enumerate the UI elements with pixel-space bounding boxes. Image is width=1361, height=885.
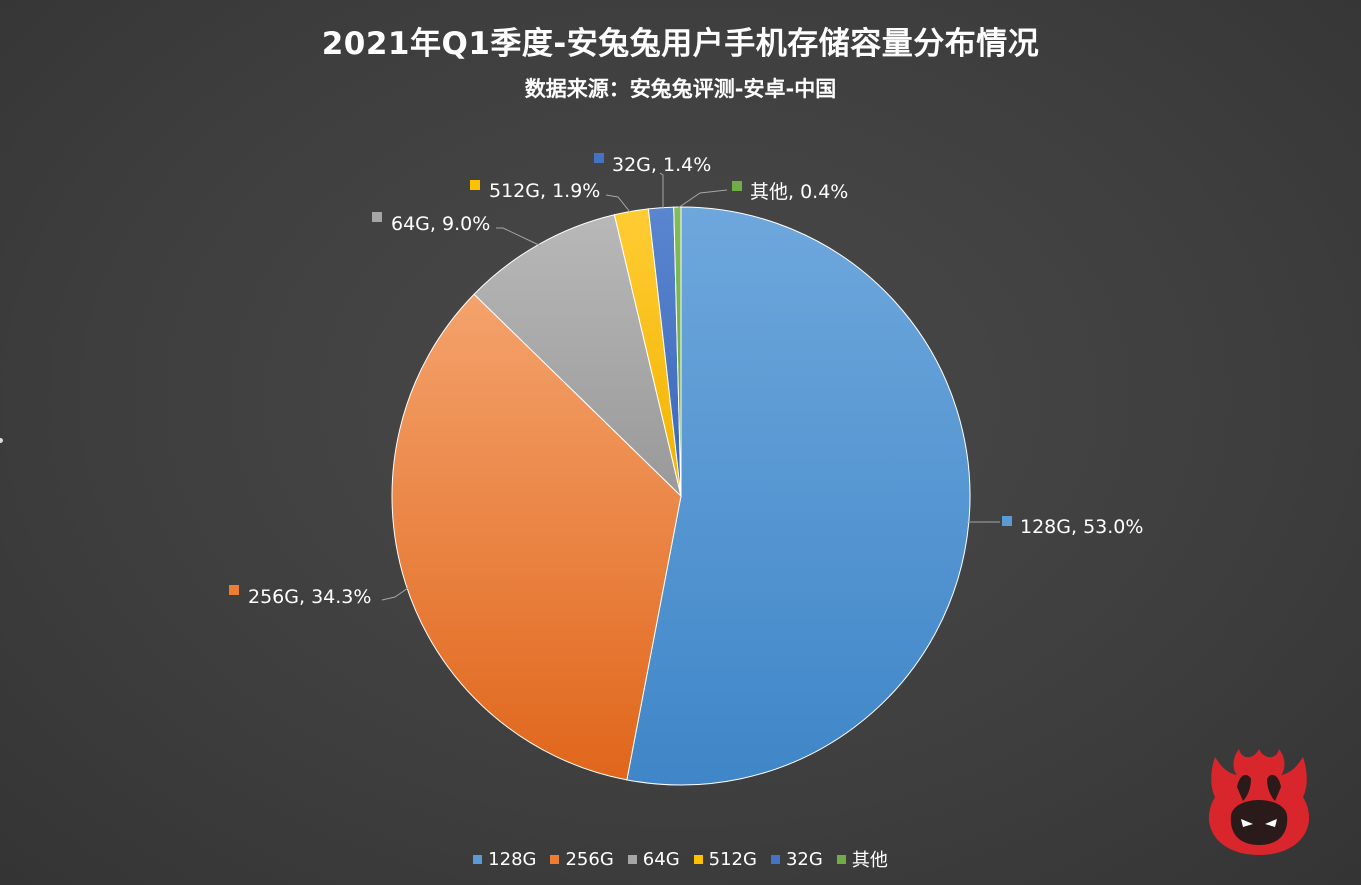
legend-swatch-64g — [627, 854, 637, 864]
legend-item-256g: 256G — [550, 848, 614, 870]
pie-slice-other — [673, 206, 682, 497]
data-label-swatch-32g — [594, 153, 604, 163]
leader-line-other — [677, 189, 728, 209]
legend-label-32g: 32G — [785, 848, 823, 870]
chart-subtitle: 数据来源：安兔兔评测-安卓-中国 — [524, 77, 837, 101]
chart-legend: 128G 256G 64G 512G 32G 其他 — [0, 846, 1361, 872]
data-label-128g: 128G, 53.0% — [1020, 516, 1143, 538]
legend-label-other: 其他 — [851, 850, 888, 871]
legend-item-32g: 32G — [770, 848, 823, 870]
pie-slice-256g — [391, 293, 682, 781]
data-labels: 128G, 53.0% 256G, 34.3% 64G, 9.0% 512G, 1.9… — [229, 153, 1143, 608]
data-label-other: 其他, 0.4% — [750, 181, 848, 203]
leader-line-64g — [496, 227, 542, 247]
data-label-32g: 32G, 1.4% — [612, 154, 711, 176]
antutu-logo-icon — [1208, 749, 1310, 855]
legend-label-64g: 64G — [642, 848, 680, 870]
data-label-64g: 64G, 9.0% — [391, 213, 490, 235]
pie-slice-128g — [626, 206, 971, 786]
legend-swatch-128g — [473, 854, 483, 864]
legend-label-512g: 512G — [708, 848, 757, 870]
data-label-swatch-256g — [229, 585, 239, 595]
legend-swatch-32g — [770, 854, 780, 864]
chart-title: 2021年Q1季度-安兔兔用户手机存储容量分布情况 — [321, 26, 1040, 62]
legend-swatch-other — [836, 854, 846, 864]
data-label-swatch-128g — [1002, 516, 1012, 526]
leader-lines — [381, 172, 1000, 601]
data-label-swatch-512g — [470, 180, 480, 190]
data-label-512g: 512G, 1.9% — [489, 180, 600, 202]
legend-item-128g: 128G — [473, 849, 536, 870]
data-label-256g: 256G, 34.3% — [248, 586, 371, 608]
pie-slices — [391, 206, 971, 786]
leader-line-512g — [605, 194, 631, 213]
legend-label-128g: 128G — [488, 848, 537, 870]
legend-item-64g: 64G — [627, 848, 680, 870]
legend-label-256g: 256G — [565, 848, 614, 870]
leader-line-32g — [659, 172, 664, 209]
legend-swatch-256g — [550, 854, 560, 864]
legend-item-other: 其他 — [836, 846, 888, 872]
data-label-swatch-other — [732, 181, 742, 191]
legend-item-512g: 512G — [693, 848, 757, 870]
edge-dot — [0, 438, 3, 443]
data-label-swatch-64g — [372, 212, 382, 222]
legend-swatch-512g — [693, 854, 703, 864]
leader-line-256g — [381, 587, 409, 601]
